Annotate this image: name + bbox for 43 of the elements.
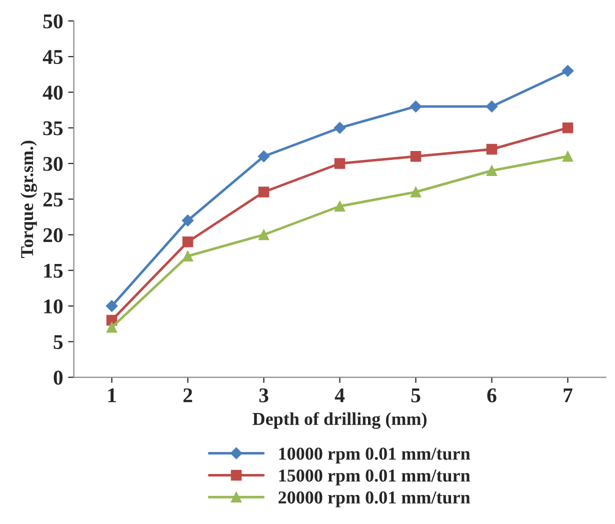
point [562, 122, 574, 134]
point [106, 322, 118, 333]
point [182, 214, 194, 226]
x-tick-label: 4 [334, 388, 345, 402]
point [334, 158, 346, 169]
legend-label: 15000 rpm 0.01 mm/turn [279, 470, 470, 486]
y-tick-label: 45 [42, 50, 63, 64]
y-tick-label: 5 [54, 335, 63, 350]
y-tick-label: 20 [43, 228, 63, 242]
point [486, 100, 498, 112]
point [486, 144, 498, 155]
y-tick-label: 10 [44, 299, 63, 314]
point [410, 150, 422, 162]
y-tick-label: 35 [43, 121, 63, 136]
x-axis-title: Depth of drilling (mm) [252, 412, 427, 429]
point [258, 186, 270, 198]
x-tick-label: 5 [411, 388, 420, 402]
point [562, 150, 574, 162]
y-tick-label: 25 [43, 192, 63, 207]
y-tick-label: 40 [42, 86, 63, 100]
x-tick-label: 7 [564, 388, 572, 402]
y-tick-label: 30 [43, 156, 63, 171]
point [106, 300, 118, 312]
y-tick-label: 15 [44, 264, 63, 278]
point [410, 100, 422, 112]
y-tick-label: 50 [43, 14, 63, 28]
point [182, 250, 194, 262]
y-tick-label: 0 [54, 370, 63, 385]
point [410, 186, 422, 198]
point [334, 122, 346, 134]
point [486, 165, 498, 176]
point [258, 229, 270, 240]
point [562, 64, 574, 77]
x-tick-label: 3 [259, 388, 268, 402]
y-axis-title: Torque (gr.sm.) [20, 140, 37, 258]
point [334, 200, 346, 212]
x-tick-label: 1 [108, 388, 116, 402]
point [258, 150, 270, 162]
x-tick-label: 2 [183, 388, 192, 402]
legend-label: 10000 rpm 0.01 mm/turn [279, 448, 470, 464]
point [182, 236, 194, 248]
legend-label: 20000 rpm 0.01 mm/turn [278, 491, 470, 508]
x-tick-label: 6 [487, 388, 496, 402]
